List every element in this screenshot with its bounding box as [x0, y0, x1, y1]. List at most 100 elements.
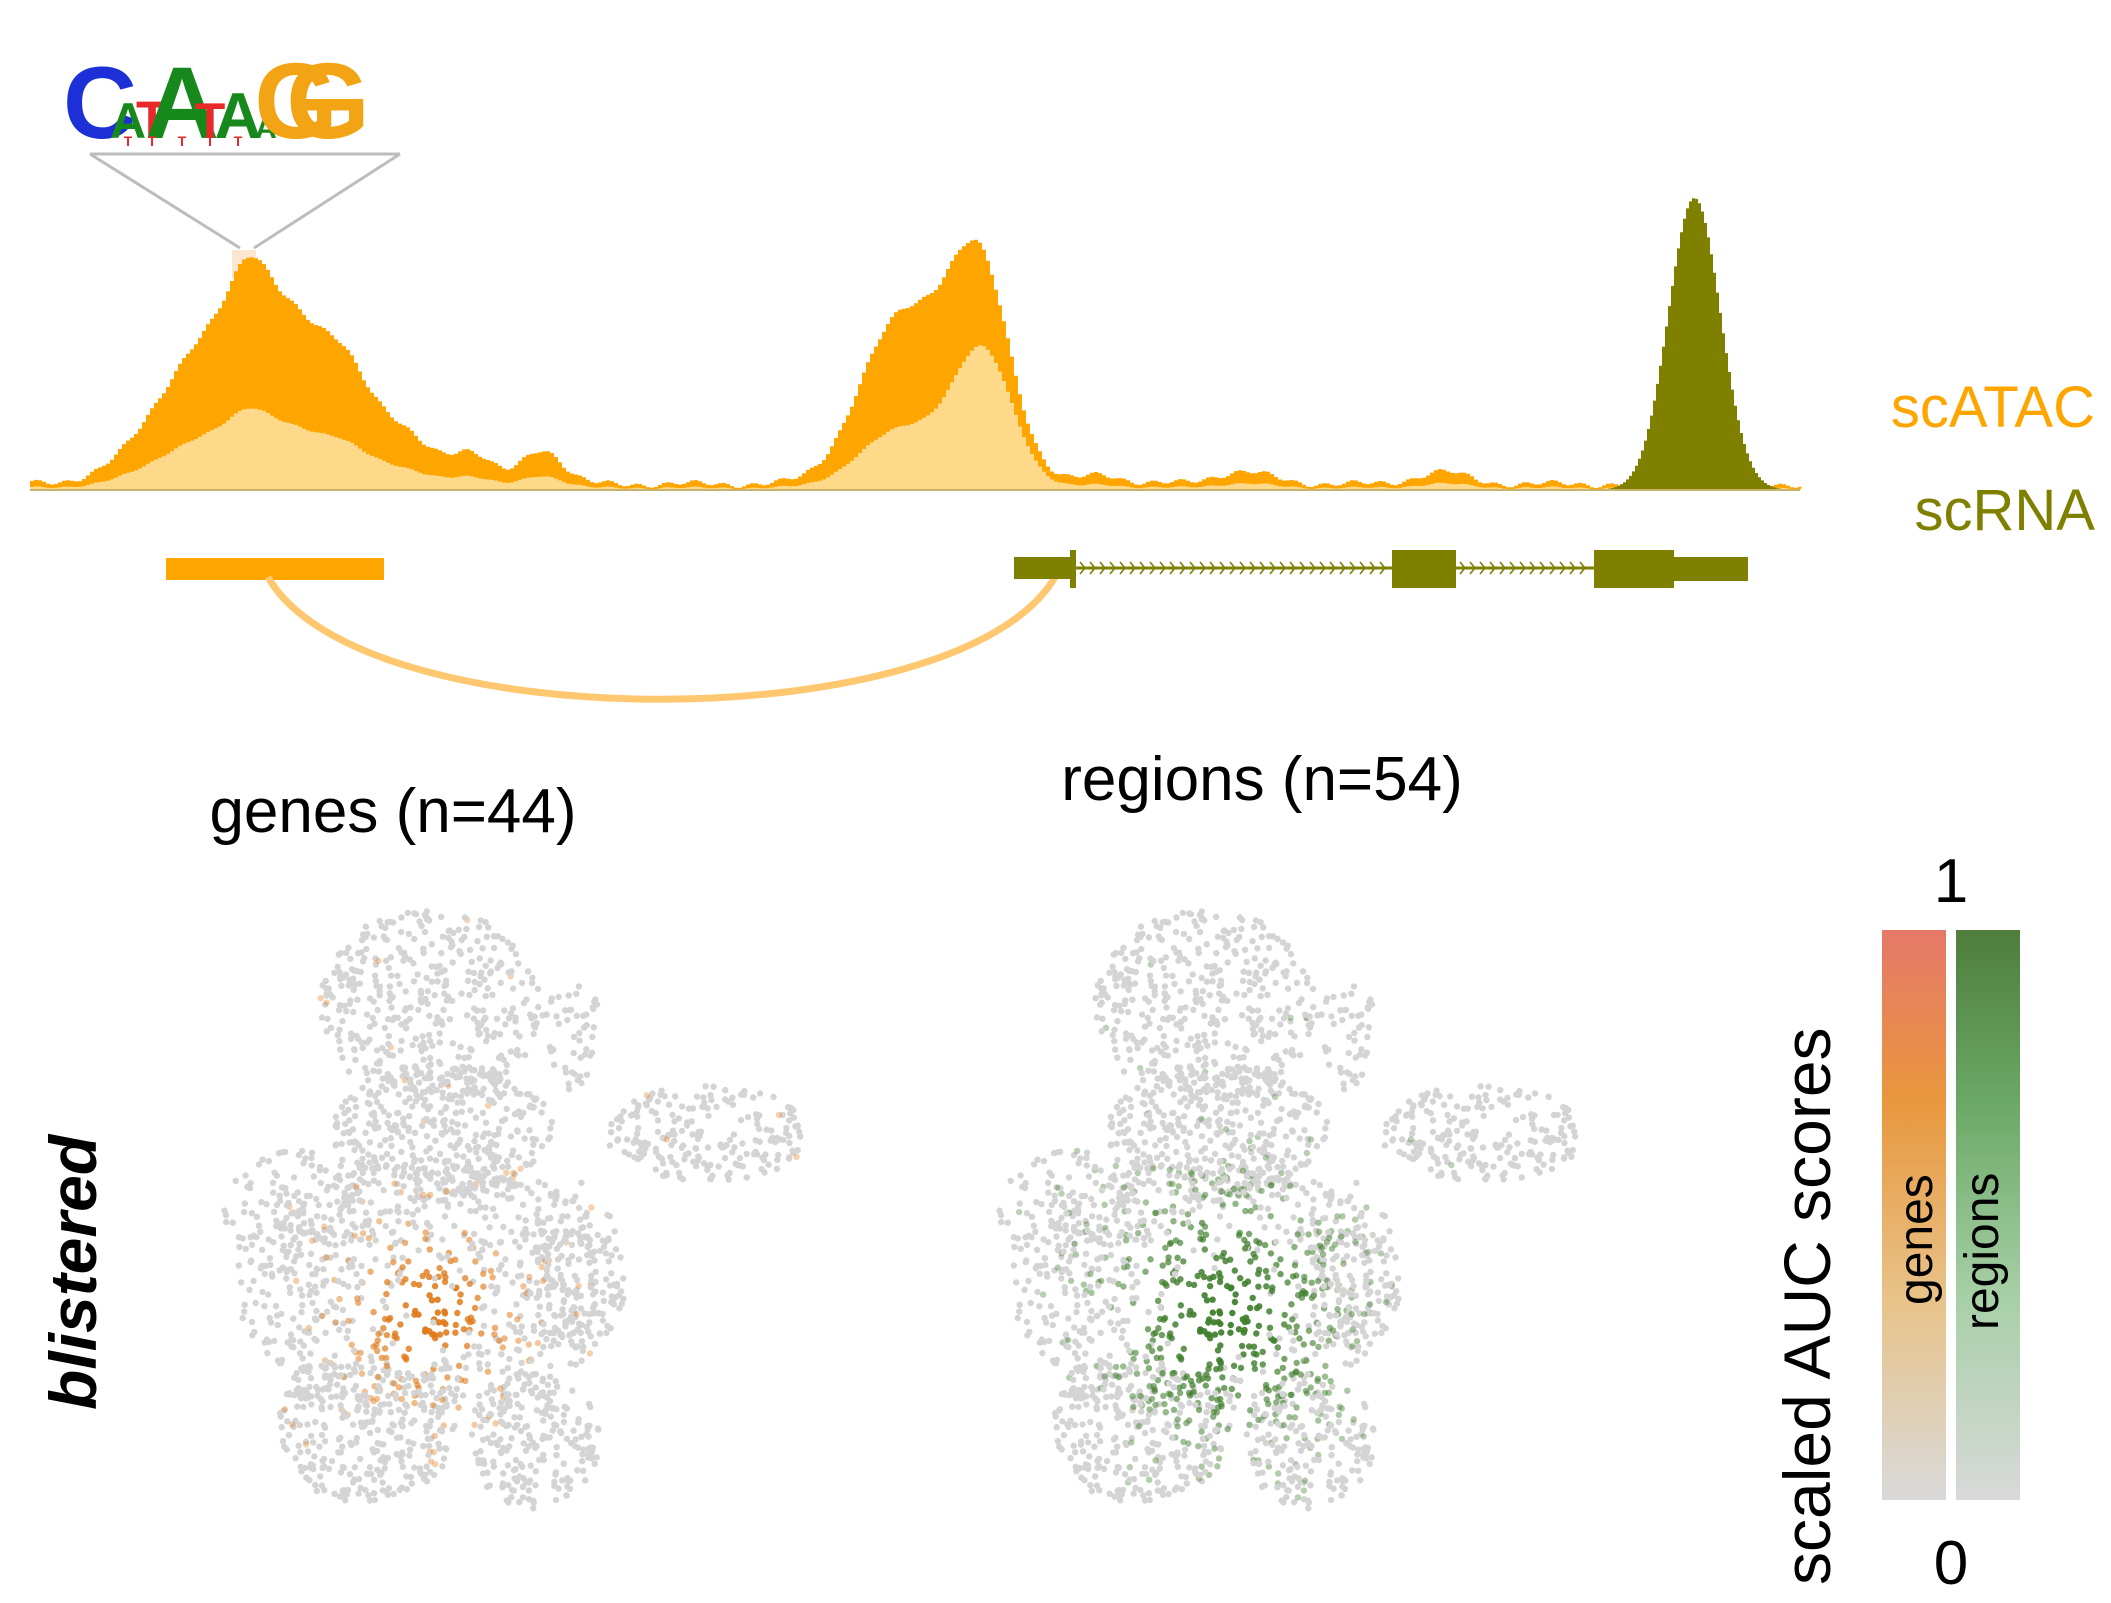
umap-cell-point	[1253, 1065, 1261, 1072]
umap-cell-point	[1187, 1098, 1195, 1105]
umap-cell-point	[399, 1423, 406, 1430]
umap-cell-point	[326, 1201, 333, 1209]
umap-cell-point	[1265, 1463, 1273, 1470]
umap-cell-point	[405, 1258, 412, 1265]
umap-cell-point	[1276, 1007, 1283, 1014]
umap-cell-point	[575, 983, 583, 990]
umap-cell-point	[322, 1364, 329, 1372]
umap-cell-point	[383, 1290, 390, 1298]
umap-cell-point	[419, 1033, 426, 1040]
umap-cell-point	[606, 1213, 613, 1220]
umap-cell-point	[515, 1052, 522, 1059]
umap-cell-point	[286, 1390, 293, 1397]
umap-cell-point	[405, 1220, 412, 1227]
umap-cell-point	[583, 1021, 590, 1029]
umap-cell-point	[518, 1359, 525, 1367]
umap-cell-point	[223, 1218, 230, 1226]
umap-cell-point	[1266, 1068, 1273, 1076]
umap-cell-point	[423, 1133, 431, 1140]
umap-cell-point	[1150, 1383, 1157, 1390]
motif-letter-A: A	[110, 93, 146, 149]
umap-cell-point	[553, 1452, 560, 1459]
umap-cell-point	[1260, 1143, 1268, 1151]
umap-cell-point	[269, 1179, 277, 1187]
umap-cell-point	[1058, 1253, 1065, 1261]
umap-cell-point	[506, 1402, 513, 1410]
umap-cell-point	[1115, 1280, 1122, 1288]
umap-cell-point	[1271, 1404, 1278, 1412]
umap-cell-point	[543, 1336, 550, 1343]
umap-cell-point	[429, 1389, 436, 1396]
umap-cell-point	[1289, 1273, 1297, 1280]
umap-cell-point	[1205, 1448, 1212, 1456]
umap-cell-point	[349, 1263, 356, 1270]
umap-cell-point	[1074, 1355, 1081, 1362]
umap-cell-point	[1016, 1301, 1023, 1309]
umap-cell-point	[287, 1242, 294, 1249]
umap-cell-point	[1065, 1258, 1073, 1265]
umap-cell-point	[1294, 1201, 1302, 1208]
umap-cell-point	[614, 1136, 622, 1143]
umap-cell-point	[1221, 927, 1228, 934]
umap-cell-point	[1201, 1145, 1209, 1152]
umap-cell-point	[1299, 968, 1307, 975]
umap-cell-point	[1310, 1178, 1317, 1186]
umap-cell-point	[440, 1319, 447, 1326]
umap-cell-point	[527, 1462, 534, 1469]
umap-cell-point	[793, 1153, 800, 1160]
umap-cell-point	[1034, 1288, 1041, 1296]
umap-cell-point	[1128, 967, 1136, 975]
umap-cell-point	[530, 1158, 537, 1165]
umap-cell-point	[1109, 1031, 1116, 1039]
umap-cell-point	[279, 1264, 287, 1271]
umap-cell-point	[517, 1181, 524, 1189]
umap-cell-point	[1247, 1114, 1255, 1121]
umap-cell-point	[1150, 957, 1157, 965]
umap-cell-point	[1203, 963, 1211, 970]
umap-cell-point	[1267, 1250, 1275, 1257]
umap-cell-point	[480, 1072, 487, 1080]
umap-cell-point	[562, 1198, 569, 1205]
umap-cell-point	[1229, 1375, 1236, 1383]
enhancer-region-bar	[166, 558, 384, 580]
umap-cell-point	[290, 1423, 297, 1431]
umap-cell-point	[285, 1248, 292, 1255]
umap-cell-point	[241, 1301, 248, 1309]
umap-cell-point	[307, 1374, 315, 1382]
umap-cell-point	[512, 1182, 519, 1190]
umap-cell-point	[580, 1467, 587, 1475]
umap-cell-point	[1317, 1406, 1325, 1413]
umap-cell-point	[1042, 1319, 1050, 1326]
umap-cell-point	[476, 1411, 483, 1419]
umap-cell-point	[1198, 1219, 1206, 1227]
umap-cell-point	[1070, 1198, 1078, 1205]
umap-cell-point	[553, 1444, 560, 1451]
umap-cell-point	[1228, 1152, 1236, 1159]
umap-cell-point	[1518, 1174, 1525, 1181]
umap-cell-point	[1335, 1298, 1343, 1306]
umap-cell-point	[483, 1026, 490, 1034]
umap-cell-point	[1262, 957, 1269, 964]
umap-cell-point	[1176, 1409, 1183, 1416]
intron-chevron	[1329, 561, 1337, 575]
umap-cell-point	[600, 1297, 607, 1305]
umap-cell-point	[739, 1140, 746, 1147]
umap-cell-point	[255, 1222, 263, 1229]
umap-cell-point	[1110, 1278, 1117, 1285]
umap-cell-point	[1165, 1490, 1172, 1498]
intron-chevron	[1519, 561, 1527, 575]
umap-cell-point	[477, 1448, 484, 1455]
umap-cell-point	[386, 1400, 393, 1408]
umap-cell-point	[1128, 1270, 1135, 1278]
umap-cell-point	[1334, 1477, 1341, 1484]
umap-cell-point	[1077, 1395, 1085, 1402]
umap-cell-point	[298, 1308, 305, 1316]
umap-cell-point	[486, 1241, 494, 1249]
umap-cell-point	[1236, 1229, 1243, 1237]
umap-cell-point	[513, 1371, 520, 1378]
umap-cell-point	[498, 1351, 505, 1358]
umap-cell-point	[1114, 1463, 1121, 1471]
umap-cell-point	[373, 982, 380, 989]
umap-cell-point	[1151, 1057, 1159, 1065]
umap-cell-point	[368, 1227, 376, 1234]
